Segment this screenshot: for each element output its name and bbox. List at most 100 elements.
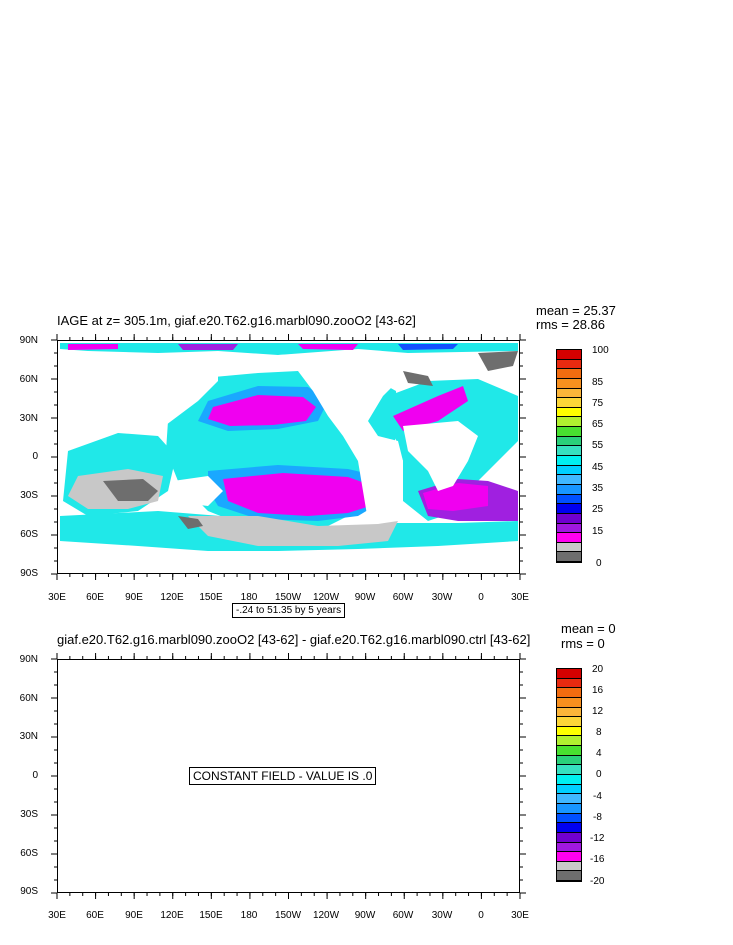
top-lon-tick: 90E — [125, 592, 143, 603]
colorbar-swatch — [557, 456, 581, 466]
bottom-lon-tick: 150W — [274, 910, 302, 921]
colorbar-swatch — [557, 417, 581, 428]
colorbar-swatch — [557, 407, 581, 418]
colorbar-swatch — [557, 465, 581, 476]
bottom-colorbar-label: 12 — [592, 706, 604, 717]
colorbar-swatch — [557, 861, 581, 872]
colorbar-swatch — [557, 427, 581, 437]
colorbar-swatch — [557, 669, 581, 679]
bottom-colorbar-label: 16 — [592, 685, 604, 696]
bottom-colorbar-label: 8 — [596, 727, 602, 738]
colorbar-swatch — [557, 794, 581, 804]
bottom-lon-tick: 0 — [478, 910, 484, 921]
bottom-colorbar-label: -12 — [590, 833, 605, 844]
bottom-lon-tick: 120W — [312, 910, 340, 921]
top-lon-tick: 0 — [478, 592, 484, 603]
bottom-lat-tick: 0 — [32, 770, 38, 781]
bottom-lon-tick: 180 — [240, 910, 258, 921]
colorbar-swatch — [557, 494, 581, 505]
colorbar-swatch — [557, 398, 581, 408]
top-lon-tick: 30W — [431, 592, 453, 603]
colorbar-swatch — [557, 775, 581, 785]
top-lon-tick: 90W — [354, 592, 376, 603]
colorbar-swatch — [557, 523, 581, 534]
top-lat-tick: 30S — [20, 490, 38, 501]
top-lon-tick: 120W — [312, 592, 340, 603]
colorbar-swatch — [557, 436, 581, 447]
colorbar-swatch — [557, 823, 581, 833]
bottom-colorbar-label: -20 — [590, 876, 605, 887]
top-lat-tick: 90S — [20, 568, 38, 579]
bottom-lon-tick: 60E — [86, 910, 104, 921]
bottom-lat-tick: 90N — [19, 654, 38, 665]
top-colorbar-label: 55 — [592, 440, 604, 451]
top-lat-tick: 30N — [19, 413, 38, 424]
top-lat-tick: 60N — [19, 374, 38, 385]
colorbar-swatch — [557, 688, 581, 698]
colorbar-swatch — [557, 504, 581, 514]
top-colorbar-label: 75 — [592, 398, 604, 409]
top-colorbar-label: 45 — [592, 462, 604, 473]
bottom-lon-tick: 90W — [354, 910, 376, 921]
colorbar-swatch — [557, 552, 581, 563]
bottom-colorbar-label: 4 — [596, 748, 602, 759]
bottom-colorbar-label: -8 — [593, 812, 602, 823]
bottom-lon-tick: 90E — [125, 910, 143, 921]
colorbar-swatch — [557, 350, 581, 360]
top-lat-tick: 90N — [19, 335, 38, 346]
bottom-lat-tick: 30S — [20, 809, 38, 820]
top-lon-tick: 60W — [392, 592, 414, 603]
bottom-mean-value: mean = 0 — [561, 621, 616, 636]
top-colorbar-label: 25 — [592, 504, 604, 515]
colorbar-swatch — [557, 533, 581, 543]
bottom-lon-tick: 30E — [511, 910, 529, 921]
bottom-rms-value: rms = 0 — [561, 636, 605, 651]
top-lon-tick: 120E — [160, 592, 184, 603]
top-lon-tick: 60E — [86, 592, 104, 603]
colorbar-swatch — [557, 832, 581, 843]
top-lat-tick: 0 — [32, 451, 38, 462]
colorbar-swatch — [557, 765, 581, 776]
top-colorbar-label: 65 — [592, 419, 604, 430]
colorbar-swatch — [557, 755, 581, 766]
colorbar-swatch — [557, 803, 581, 814]
colorbar-swatch — [557, 746, 581, 756]
bottom-colorbar-label: -4 — [593, 791, 602, 802]
colorbar-swatch — [557, 369, 581, 379]
bottom-lon-tick: 30E — [48, 910, 66, 921]
top-colorbar — [556, 349, 582, 563]
bottom-colorbar-label: 0 — [596, 769, 602, 780]
top-plot-title: IAGE at z= 305.1m, giaf.e20.T62.g16.marb… — [57, 313, 416, 328]
colorbar-swatch — [557, 475, 581, 485]
colorbar-swatch — [557, 736, 581, 747]
top-colorbar-label: 0 — [596, 558, 602, 569]
bottom-lon-tick: 30W — [431, 910, 453, 921]
colorbar-swatch — [557, 359, 581, 370]
bottom-lon-tick: 150E — [199, 910, 223, 921]
bottom-lon-tick: 120E — [160, 910, 184, 921]
colorbar-swatch — [557, 697, 581, 708]
bottom-lat-tick: 30N — [19, 731, 38, 742]
bottom-lat-tick: 60N — [19, 693, 38, 704]
top-colorbar-label: 85 — [592, 377, 604, 388]
colorbar-swatch — [557, 678, 581, 689]
colorbar-swatch — [557, 388, 581, 399]
top-colorbar-label: 100 — [592, 345, 609, 356]
colorbar-swatch — [557, 717, 581, 727]
top-rms-value: rms = 28.86 — [536, 317, 606, 332]
bottom-colorbar — [556, 668, 582, 882]
colorbar-swatch — [557, 542, 581, 553]
top-colorbar-label: 35 — [592, 483, 604, 494]
colorbar-swatch — [557, 784, 581, 795]
bottom-lat-tick: 60S — [20, 848, 38, 859]
bottom-colorbar-label: 20 — [592, 664, 604, 675]
top-map-frame — [57, 340, 520, 574]
bottom-lon-tick: 60W — [392, 910, 414, 921]
top-contour-info: -.24 to 51.35 by 5 years — [232, 603, 346, 618]
colorbar-swatch — [557, 484, 581, 495]
colorbar-swatch — [557, 852, 581, 862]
colorbar-swatch — [557, 446, 581, 457]
colorbar-swatch — [557, 842, 581, 853]
top-lon-tick: 180 — [240, 592, 258, 603]
constant-field-message: CONSTANT FIELD - VALUE IS .0 — [189, 767, 377, 785]
